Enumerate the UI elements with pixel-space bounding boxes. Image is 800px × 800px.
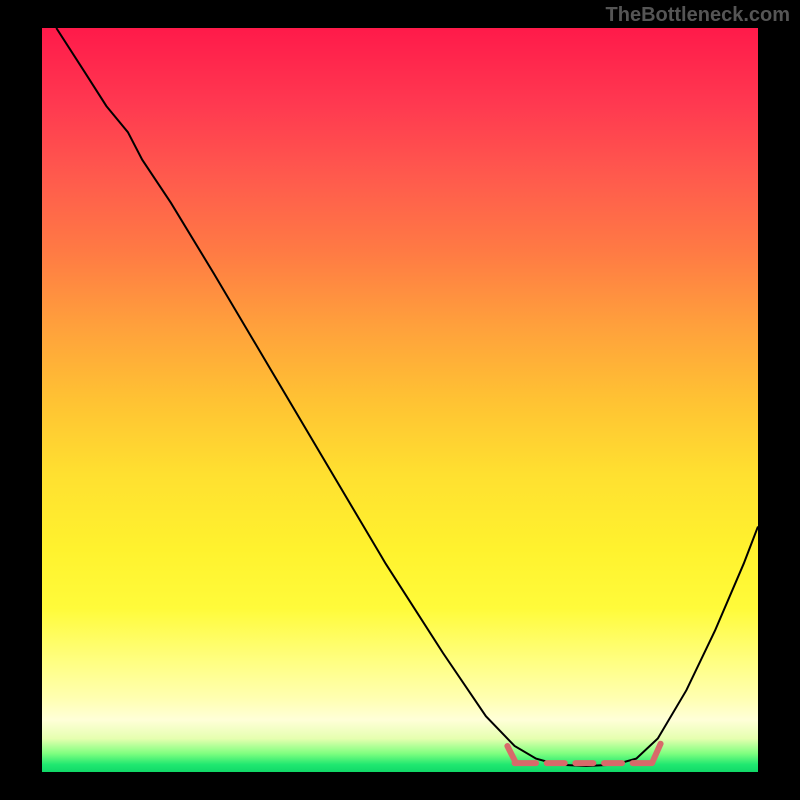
- plot-area: [42, 28, 758, 772]
- optimal-range-highlight: [507, 744, 660, 763]
- bottleneck-curve: [56, 28, 758, 766]
- chart-svg: [42, 28, 758, 772]
- watermark-text: TheBottleneck.com: [606, 4, 790, 27]
